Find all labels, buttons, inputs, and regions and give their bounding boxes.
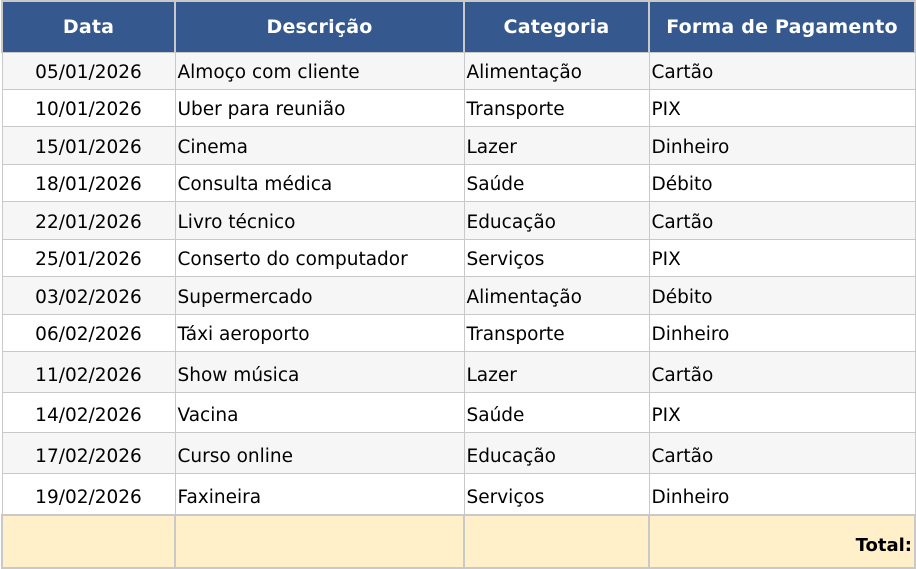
cell-category[interactable]: Serviços	[463, 473, 650, 515]
cell-description[interactable]: Supermercado	[174, 276, 465, 315]
table-row: 14/02/2026 Vacina Saúde PIX	[1, 392, 916, 433]
cell-date[interactable]: 10/01/2026	[1, 89, 176, 127]
table-row: 06/02/2026 Táxi aeroporto Transporte Din…	[1, 314, 916, 352]
cell-payment[interactable]: Débito	[648, 276, 916, 315]
cell-payment[interactable]: Cartão	[648, 351, 916, 393]
cell-category[interactable]: Lazer	[463, 126, 650, 165]
cell-date[interactable]: 05/01/2026	[1, 52, 176, 90]
cell-date[interactable]: 11/02/2026	[1, 351, 176, 393]
cell-category[interactable]: Saúde	[463, 392, 650, 433]
header-cell-payment[interactable]: Forma de Pagamento	[648, 0, 916, 53]
table-row: 03/02/2026 Supermercado Alimentação Débi…	[1, 276, 916, 315]
cell-category[interactable]: Educação	[463, 201, 650, 240]
cell-category[interactable]: Transporte	[463, 89, 650, 127]
total-cell-empty[interactable]	[1, 513, 176, 569]
cell-category[interactable]: Transporte	[463, 314, 650, 352]
cell-description[interactable]: Consulta médica	[174, 164, 465, 202]
cell-description[interactable]: Táxi aeroporto	[174, 314, 465, 352]
table-row: 10/01/2026 Uber para reunião Transporte …	[1, 89, 916, 127]
cell-payment[interactable]: Cartão	[648, 432, 916, 474]
table-row: 05/01/2026 Almoço com cliente Alimentaçã…	[1, 52, 916, 90]
total-label[interactable]: Total:	[648, 513, 916, 569]
table-row: 25/01/2026 Conserto do computador Serviç…	[1, 239, 916, 277]
cell-description[interactable]: Cinema	[174, 126, 465, 165]
cell-payment[interactable]: Cartão	[648, 201, 916, 240]
table-row: 17/02/2026 Curso online Educação Cartão	[1, 432, 916, 474]
cell-date[interactable]: 03/02/2026	[1, 276, 176, 315]
cell-payment[interactable]: PIX	[648, 392, 916, 433]
cell-category[interactable]: Serviços	[463, 239, 650, 277]
cell-description[interactable]: Livro técnico	[174, 201, 465, 240]
table-row: 15/01/2026 Cinema Lazer Dinheiro	[1, 126, 916, 165]
cell-date[interactable]: 14/02/2026	[1, 392, 176, 433]
total-cell-empty[interactable]	[463, 513, 650, 569]
cell-description[interactable]: Show música	[174, 351, 465, 393]
table-row: 19/02/2026 Faxineira Serviços Dinheiro	[1, 473, 916, 515]
table-row: 18/01/2026 Consulta médica Saúde Débito	[1, 164, 916, 202]
cell-payment[interactable]: Dinheiro	[648, 126, 916, 165]
cell-description[interactable]: Almoço com cliente	[174, 52, 465, 90]
table-row: 11/02/2026 Show música Lazer Cartão	[1, 351, 916, 393]
cell-date[interactable]: 25/01/2026	[1, 239, 176, 277]
cell-payment[interactable]: PIX	[648, 239, 916, 277]
cell-date[interactable]: 15/01/2026	[1, 126, 176, 165]
cell-date[interactable]: 06/02/2026	[1, 314, 176, 352]
header-row: Data Descrição Categoria Forma de Pagame…	[1, 0, 916, 53]
cell-payment[interactable]: Dinheiro	[648, 473, 916, 515]
cell-payment[interactable]: Cartão	[648, 52, 916, 90]
total-cell-empty[interactable]	[174, 513, 465, 569]
cell-category[interactable]: Educação	[463, 432, 650, 474]
cell-description[interactable]: Uber para reunião	[174, 89, 465, 127]
cell-description[interactable]: Vacina	[174, 392, 465, 433]
cell-date[interactable]: 22/01/2026	[1, 201, 176, 240]
cell-description[interactable]: Conserto do computador	[174, 239, 465, 277]
cell-category[interactable]: Saúde	[463, 164, 650, 202]
table-header: Data Descrição Categoria Forma de Pagame…	[1, 0, 916, 53]
cell-date[interactable]: 19/02/2026	[1, 473, 176, 515]
cell-description[interactable]: Faxineira	[174, 473, 465, 515]
cell-payment[interactable]: Débito	[648, 164, 916, 202]
cell-category[interactable]: Alimentação	[463, 276, 650, 315]
header-cell-category[interactable]: Categoria	[463, 0, 650, 53]
cell-date[interactable]: 18/01/2026	[1, 164, 176, 202]
header-cell-description[interactable]: Descrição	[174, 0, 465, 53]
header-cell-date[interactable]: Data	[1, 0, 176, 53]
table-row: 22/01/2026 Livro técnico Educação Cartão	[1, 201, 916, 240]
cell-payment[interactable]: Dinheiro	[648, 314, 916, 352]
total-row: Total:	[1, 513, 916, 569]
cell-description[interactable]: Curso online	[174, 432, 465, 474]
cell-category[interactable]: Lazer	[463, 351, 650, 393]
cell-date[interactable]: 17/02/2026	[1, 432, 176, 474]
cell-payment[interactable]: PIX	[648, 89, 916, 127]
cell-category[interactable]: Alimentação	[463, 52, 650, 90]
